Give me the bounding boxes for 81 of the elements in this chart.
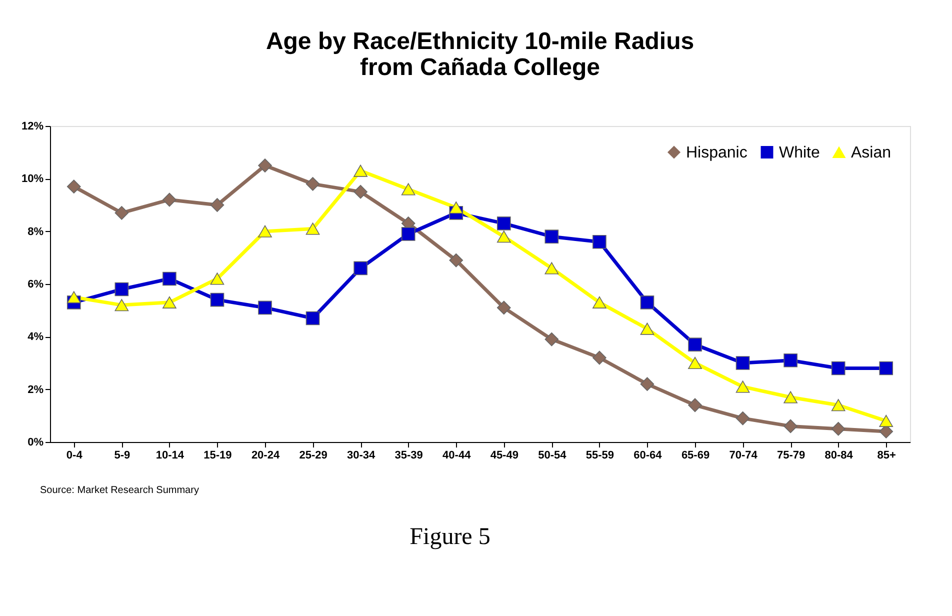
y-tick-label: 8% bbox=[28, 226, 44, 238]
y-tick-label: 12% bbox=[21, 120, 44, 132]
point bbox=[688, 338, 702, 352]
point bbox=[114, 299, 129, 312]
x-tick-label: 5-9 bbox=[114, 450, 130, 462]
caption: Figure 5 bbox=[410, 524, 490, 550]
point bbox=[831, 399, 846, 412]
point bbox=[258, 225, 272, 238]
point bbox=[66, 291, 81, 304]
point bbox=[592, 234, 606, 249]
point bbox=[592, 350, 606, 365]
point bbox=[640, 296, 654, 310]
point bbox=[354, 261, 368, 276]
point bbox=[162, 296, 176, 308]
point bbox=[354, 164, 368, 177]
legend-label: Asian bbox=[851, 144, 892, 162]
legend-label: Hispanic bbox=[686, 144, 748, 162]
point bbox=[496, 300, 511, 315]
point bbox=[210, 198, 224, 212]
point bbox=[306, 311, 320, 326]
point bbox=[401, 183, 416, 196]
point bbox=[114, 206, 129, 220]
y-tick-label: 0% bbox=[28, 436, 44, 448]
x-tick-label: 35-39 bbox=[394, 450, 423, 462]
point bbox=[114, 282, 129, 296]
x-tick-label: 55-59 bbox=[586, 450, 614, 462]
x-tick-label: 70-74 bbox=[729, 450, 758, 462]
x-tick-label: 15-19 bbox=[204, 450, 232, 462]
x-tick-label: 25-29 bbox=[299, 450, 328, 462]
point bbox=[544, 332, 559, 346]
x-tick-label: 45-49 bbox=[490, 450, 518, 462]
point bbox=[544, 262, 559, 274]
point bbox=[258, 158, 272, 172]
point bbox=[640, 322, 654, 335]
point bbox=[736, 356, 750, 370]
point bbox=[831, 422, 846, 436]
point bbox=[831, 361, 846, 376]
point bbox=[258, 300, 272, 315]
point bbox=[784, 391, 798, 404]
x-tick-label: 0-4 bbox=[66, 450, 84, 462]
x-tick-label: 10-14 bbox=[156, 450, 185, 462]
point bbox=[544, 230, 559, 244]
x-tick-label: 40-44 bbox=[442, 450, 472, 462]
point bbox=[210, 272, 224, 285]
point bbox=[354, 184, 368, 199]
x-tick-label: 65-69 bbox=[681, 450, 710, 462]
y-tick-label: 6% bbox=[28, 278, 44, 290]
point bbox=[496, 230, 511, 243]
point bbox=[784, 353, 798, 368]
x-tick-label: 30-34 bbox=[346, 450, 376, 462]
point bbox=[162, 272, 176, 286]
point bbox=[879, 414, 894, 427]
point bbox=[401, 227, 416, 241]
point bbox=[688, 356, 702, 370]
point bbox=[496, 216, 511, 230]
x-tick-label: 80-84 bbox=[824, 450, 854, 462]
source-note: Source: Market Research Summary bbox=[40, 485, 199, 496]
y-tick-label: 2% bbox=[28, 384, 44, 396]
point bbox=[66, 180, 81, 194]
y-tick-label: 10% bbox=[21, 173, 44, 186]
point bbox=[736, 380, 750, 393]
point bbox=[736, 411, 750, 426]
x-tick-label: 50-54 bbox=[538, 450, 568, 462]
x-tick-label: 85+ bbox=[877, 450, 896, 462]
chart-title: Age by Race/Ethnicity 10-mile Radius from Cañada College bbox=[266, 28, 694, 81]
point bbox=[640, 377, 654, 391]
point bbox=[784, 419, 798, 434]
legend-label: White bbox=[779, 144, 820, 162]
point bbox=[306, 222, 320, 235]
y-tick-label: 4% bbox=[28, 331, 44, 344]
point bbox=[592, 296, 606, 308]
point bbox=[449, 253, 464, 268]
point bbox=[162, 192, 176, 207]
x-tick-label: 20-24 bbox=[251, 450, 280, 462]
x-tick-label: 75-79 bbox=[776, 450, 806, 462]
point bbox=[879, 361, 894, 376]
point bbox=[210, 292, 224, 307]
point bbox=[688, 398, 702, 412]
x-tick-label: 60-64 bbox=[634, 450, 663, 462]
point bbox=[449, 202, 464, 214]
point bbox=[306, 177, 320, 191]
